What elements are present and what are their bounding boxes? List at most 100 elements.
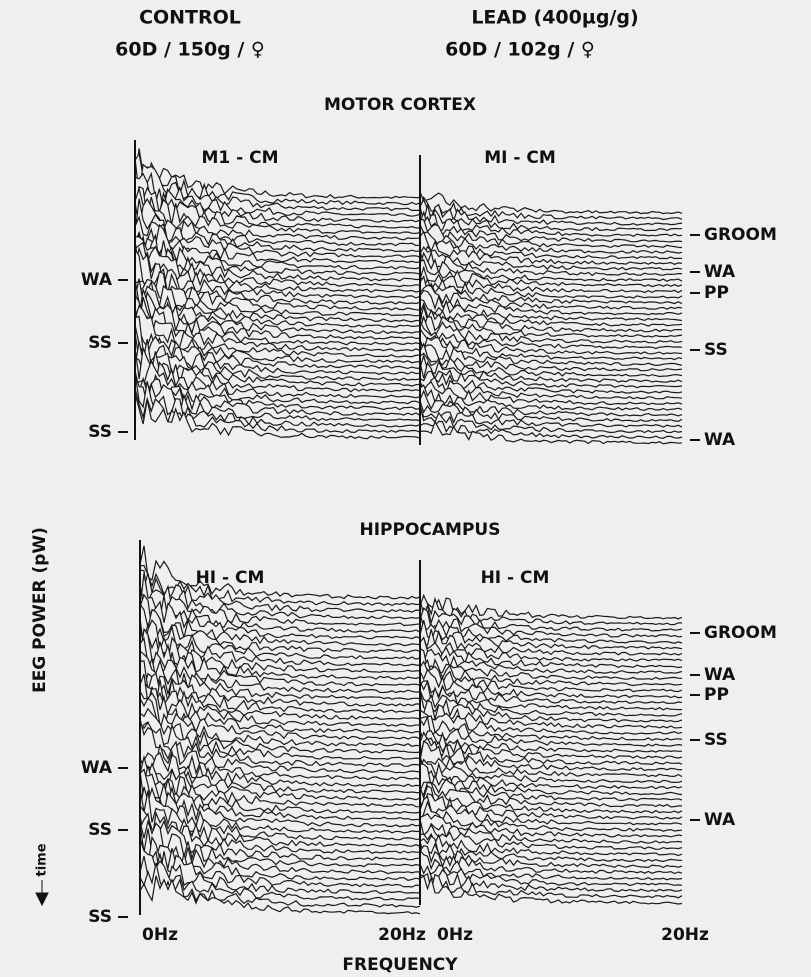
trace [419,342,683,367]
trace-fill [140,583,420,641]
trace [419,308,683,338]
trace-fill [140,688,420,735]
trace-fill [420,290,682,316]
trace [139,805,421,847]
trace [134,198,421,253]
trace [419,758,683,784]
trace [419,864,683,887]
trace-fill [420,638,682,663]
trace [419,224,683,254]
trace [419,680,683,705]
state-marker: WA [704,262,736,282]
trace [139,650,421,701]
trace-fill [135,297,420,347]
trace [419,315,683,344]
trace [134,232,421,270]
trace [134,347,421,399]
trace [134,338,421,387]
state-marker: SS [88,820,112,840]
trace [134,172,421,223]
trace-fill [420,377,682,401]
trace-fill [420,873,682,899]
trace-fill [420,782,682,808]
trace [419,636,683,669]
trace [419,191,683,215]
spectral-arrays [134,140,683,915]
trace-fill [140,875,420,915]
trace-fill [140,770,420,828]
trace [419,792,683,820]
trace-fill [420,661,682,693]
trace [419,198,683,226]
trace-fill [135,217,420,259]
trace [419,709,683,735]
trace [139,838,421,895]
trace-fill [135,153,420,206]
trace [419,872,683,899]
trace [134,270,421,311]
trace [134,351,421,393]
array-label: HI - CM [196,568,265,588]
trace-fill [135,199,420,247]
trace [419,381,683,406]
trace [139,761,421,801]
trace-fill [135,236,420,282]
trace [419,863,683,893]
trace [419,648,683,674]
trace [134,186,421,229]
trace [139,593,421,647]
x-axis-label: FREQUENCY [342,955,458,975]
trace [419,819,683,850]
trace [139,573,421,627]
trace-fill [140,660,420,714]
trace [139,679,421,720]
trace [419,781,682,808]
trace-fill [140,788,420,842]
trace-fill [420,690,682,724]
time-label: time [35,843,50,876]
trace-fill [420,620,682,651]
trace-fill [135,279,420,335]
trace [419,598,683,632]
trace-fill [135,279,420,318]
trace-fill [140,719,420,775]
trace [139,773,421,814]
trace-fill [420,875,682,905]
trace-fill [420,680,682,705]
trace-fill [140,573,420,627]
trace [134,215,421,258]
trace-fill [420,343,682,373]
trace [419,384,683,411]
trace [139,875,421,915]
trace-fill [135,351,420,394]
trace [419,715,683,747]
trace [139,718,421,774]
trace [134,197,421,247]
trace-fill [420,716,682,742]
state-marker: SS [88,333,112,353]
trace-fill [140,813,420,855]
trace-fill [420,371,682,395]
trace [419,251,683,282]
trace [419,405,683,428]
trace [134,324,421,375]
trace [134,359,421,405]
trace-fill [140,805,420,848]
trace-fill [420,219,682,249]
trace [139,751,421,787]
trace [419,800,683,832]
lead-title: LEAD (400µg/g) [471,7,638,29]
panel-title: HIPPOCAMPUS [360,520,501,540]
trace [134,278,420,323]
trace [419,400,683,423]
trace [419,715,683,741]
trace [139,838,421,888]
trace [419,274,683,299]
trace [134,240,421,293]
trace [134,285,421,328]
trace-fill [420,758,682,790]
trace-fill [420,710,682,736]
trace [419,352,683,378]
trace-fill [140,618,420,668]
